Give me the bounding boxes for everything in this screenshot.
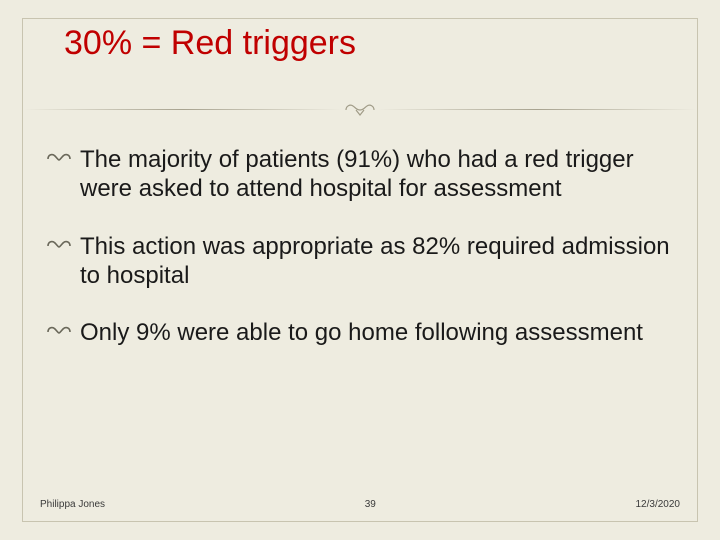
divider-line-right [378, 109, 696, 110]
slide-title: 30% = Red triggers [64, 24, 696, 63]
bullet-text: The majority of patients (91%) who had a… [80, 145, 674, 204]
content-area: The majority of patients (91%) who had a… [46, 145, 674, 347]
divider-ornament-icon [342, 101, 378, 119]
bullet-item: Only 9% were able to go home following a… [46, 318, 674, 347]
flourish-bullet-icon [46, 324, 72, 340]
flourish-bullet-icon [46, 151, 72, 167]
flourish-bullet-icon [46, 238, 72, 254]
bullet-text: This action was appropriate as 82% requi… [80, 232, 674, 291]
footer-page: 39 [365, 499, 376, 510]
divider [24, 101, 696, 119]
bullet-item: This action was appropriate as 82% requi… [46, 232, 674, 291]
bullet-text: Only 9% were able to go home following a… [80, 318, 643, 347]
slide-inner: 30% = Red triggers The majority of patie… [24, 20, 696, 520]
bullet-item: The majority of patients (91%) who had a… [46, 145, 674, 204]
divider-line-left [24, 109, 342, 110]
footer: Philippa Jones 39 12/3/2020 [40, 499, 680, 510]
footer-date: 12/3/2020 [635, 499, 680, 510]
footer-author: Philippa Jones [40, 499, 105, 510]
